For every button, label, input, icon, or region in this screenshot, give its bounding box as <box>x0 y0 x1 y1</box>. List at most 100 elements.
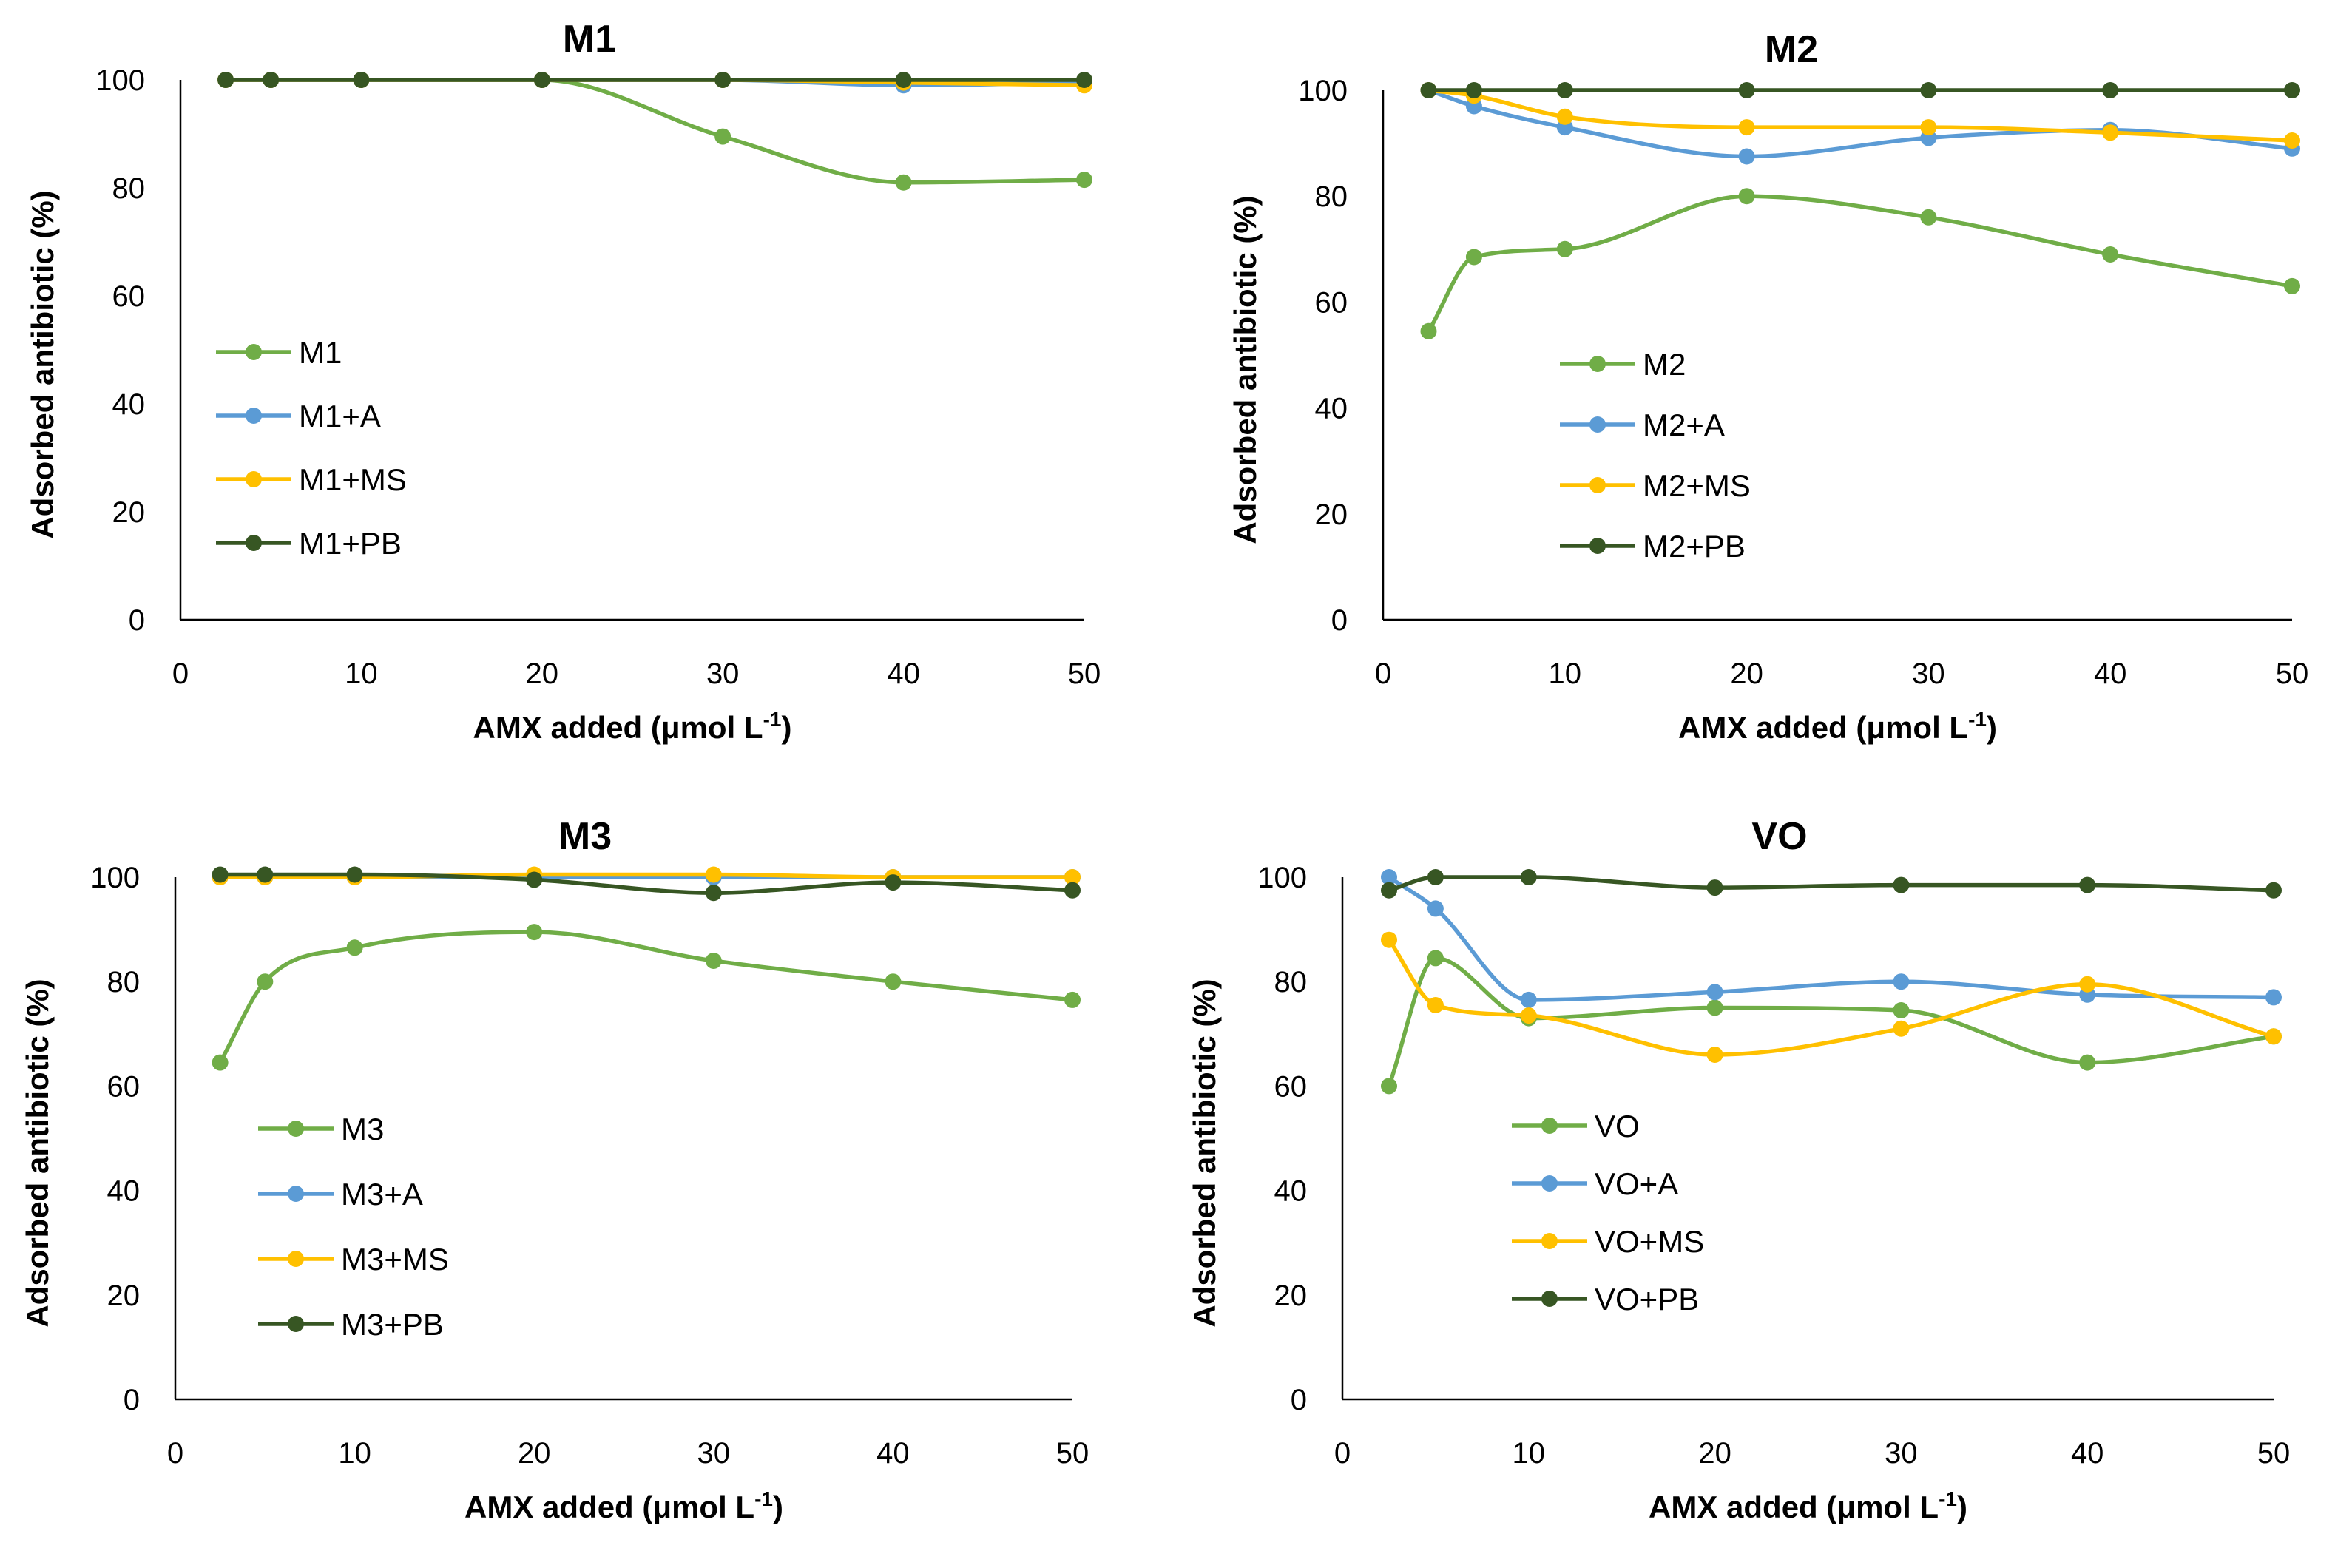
chart-title: M1 <box>563 18 616 61</box>
series-vo <box>1381 950 2282 1095</box>
y-axis-label: Adsorbed antibiotic (%) <box>1187 979 1222 1327</box>
data-point <box>705 885 722 902</box>
chart-panel-m3: M3 0 20 40 60 80 100 0 10 20 30 40 50 AMX added (μmol… <box>20 815 1089 1524</box>
y-axis-label: Adsorbed antibiotic (%) <box>1228 195 1263 544</box>
chart-panel-m2: M2 0 20 40 60 80 100 0 10 20 30 40 50 AMX added (μmol… <box>1228 28 2308 745</box>
legend-label: M1+A <box>299 399 381 433</box>
data-point <box>705 953 722 969</box>
data-point <box>1920 82 1937 98</box>
data-point <box>1920 209 1937 226</box>
x-tick-label: 40 <box>887 658 920 690</box>
y-axis-label: Adsorbed antibiotic (%) <box>25 190 60 538</box>
legend-label: M1 <box>299 335 342 370</box>
legend-label: M2 <box>1643 347 1686 382</box>
series-line <box>217 872 1075 879</box>
series-m2 <box>1420 188 2300 339</box>
x-tick-label: 30 <box>697 1437 731 1470</box>
x-axis-label-main: AMX added (μmol L <box>473 710 763 745</box>
x-tick-label: 10 <box>1549 658 1582 690</box>
chart-panel-m1: M1 0 20 40 60 80 100 0 10 20 30 40 50 AMX added (μmol… <box>25 18 1101 745</box>
x-axis-label-end: ) <box>1957 1490 1967 1524</box>
series-line <box>1426 88 2294 143</box>
data-point <box>533 72 550 88</box>
data-point <box>1064 869 1081 885</box>
data-point <box>1064 882 1081 899</box>
x-axis-label: AMX added (μmol L-1) <box>464 1487 783 1524</box>
x-tick-label: 50 <box>1056 1437 1089 1470</box>
data-point <box>1465 249 1482 266</box>
x-axis-label: AMX added (μmol L-1) <box>473 708 792 745</box>
x-tick-label: 40 <box>2071 1437 2104 1470</box>
legend-swatch-marker <box>1589 538 1606 554</box>
x-tick-label: 50 <box>2257 1437 2291 1470</box>
x-tick-label: 0 <box>1334 1437 1351 1470</box>
legend-item: M2 <box>1560 347 1686 382</box>
y-tick-label: 40 <box>107 1175 141 1208</box>
y-tick-label: 100 <box>1298 75 1348 107</box>
y-tick-label: 80 <box>107 966 141 998</box>
data-point <box>1076 72 1092 88</box>
data-point <box>885 874 902 891</box>
data-point <box>1520 991 1537 1008</box>
y-tick-label: 20 <box>1315 499 1348 531</box>
data-point <box>2079 876 2096 893</box>
data-point <box>526 871 543 888</box>
series-m2-pb <box>1420 82 2300 98</box>
chart-title: M3 <box>558 815 612 858</box>
legend-label: M2+A <box>1643 408 1725 442</box>
x-axis-label: AMX added (μmol L-1) <box>1678 708 1997 745</box>
legend-item: VO+PB <box>1512 1282 1699 1317</box>
data-point <box>1076 172 1092 189</box>
data-point <box>1381 869 1397 885</box>
data-point <box>1064 991 1081 1008</box>
x-axis-label-main: AMX added (μmol L <box>1649 1490 1939 1524</box>
series-m1 <box>217 72 1092 191</box>
legend-swatch-marker <box>1541 1118 1558 1134</box>
legend: M3 M3+A M3+MS M3+PB <box>258 1112 449 1342</box>
data-point <box>1427 997 1444 1013</box>
legend-item: M2+A <box>1560 408 1725 442</box>
data-point <box>1556 240 1573 257</box>
legend-item: M3+A <box>258 1177 423 1212</box>
series-line <box>223 78 1087 185</box>
chart-panel-vo: VO 0 20 40 60 80 100 0 10 20 30 40 50 AMX added (μmol… <box>1187 815 2290 1524</box>
legend-item: M2+PB <box>1560 529 1746 564</box>
data-point <box>217 72 234 88</box>
series-m3-pb <box>212 866 1081 902</box>
data-point <box>885 973 902 990</box>
series-vo-pb <box>1381 869 2282 899</box>
legend-label: VO+MS <box>1595 1224 1704 1259</box>
series-line <box>1387 937 2276 1057</box>
x-axis-label-superscript: -1 <box>1968 708 1987 731</box>
legend-swatch-marker <box>288 1251 304 1267</box>
x-tick-label: 10 <box>345 658 378 690</box>
data-point <box>895 174 912 191</box>
x-tick-label: 50 <box>1068 658 1101 690</box>
y-tick-label: 20 <box>1274 1280 1308 1312</box>
legend-swatch-marker <box>288 1186 304 1202</box>
legend-item: VO+MS <box>1512 1224 1704 1259</box>
series-m1-ms <box>217 72 1092 94</box>
y-tick-label: 0 <box>1291 1384 1307 1416</box>
y-tick-label: 60 <box>1274 1070 1308 1103</box>
y-tick-label: 100 <box>95 64 145 97</box>
data-point <box>1556 108 1573 125</box>
series-m2-a <box>1420 82 2300 165</box>
data-point <box>2265 989 2282 1006</box>
y-tick-label: 100 <box>90 862 140 894</box>
legend: VO VO+A VO+MS VO+PB <box>1512 1109 1704 1317</box>
legend-swatch-marker <box>246 344 262 360</box>
x-axis-label-main: AMX added (μmol L <box>1678 710 1968 745</box>
data-point <box>346 939 363 956</box>
x-tick-label: 20 <box>1698 1437 1731 1470</box>
y-tick-label: 20 <box>107 1280 141 1312</box>
legend-label: VO <box>1595 1109 1640 1143</box>
legend: M2 M2+A M2+MS M2+PB <box>1560 347 1751 564</box>
data-point <box>714 128 731 145</box>
y-tick-label: 60 <box>112 280 146 313</box>
data-point <box>705 866 722 883</box>
x-tick-label: 30 <box>1912 658 1945 690</box>
data-point <box>1738 119 1755 136</box>
series-line <box>1387 875 2276 893</box>
x-axis-label: AMX added (μmol L-1) <box>1649 1487 1967 1524</box>
